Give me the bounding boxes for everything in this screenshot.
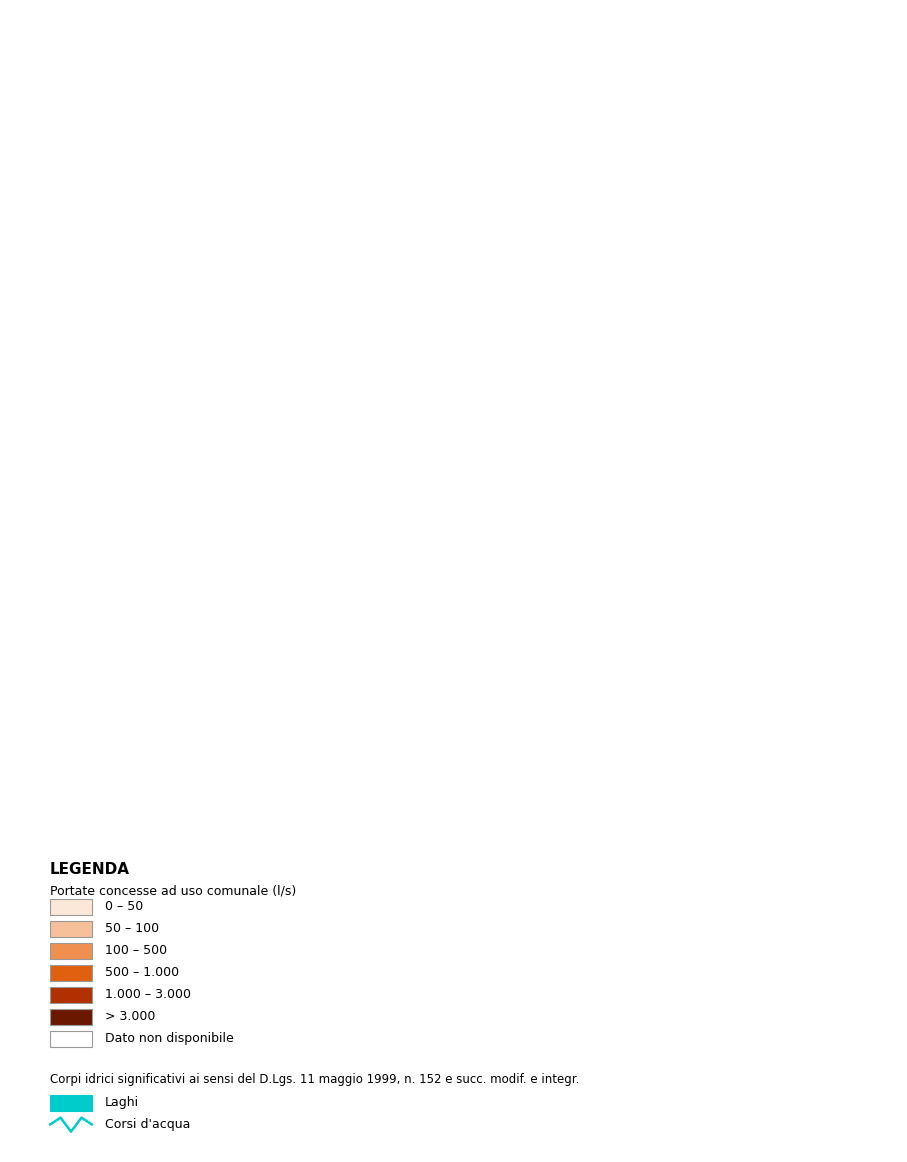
Bar — [50, 1009, 92, 1025]
Text: 50 – 100: 50 – 100 — [105, 923, 159, 935]
Text: 100 – 500: 100 – 500 — [105, 945, 167, 957]
Text: 0 – 50: 0 – 50 — [105, 901, 143, 913]
Text: 500 – 1.000: 500 – 1.000 — [105, 966, 179, 980]
Text: Corpi idrici significativi ai sensi del D.Lgs. 11 maggio 1999, n. 152 e succ. mo: Corpi idrici significativi ai sensi del … — [50, 1073, 580, 1085]
Text: 1.000 – 3.000: 1.000 – 3.000 — [105, 988, 191, 1002]
Text: Laghi: Laghi — [105, 1096, 139, 1110]
Text: Corsi d'acqua: Corsi d'acqua — [105, 1118, 190, 1131]
Text: Portate concesse ad uso comunale (l/s): Portate concesse ad uso comunale (l/s) — [50, 884, 297, 897]
Bar — [50, 987, 92, 1003]
Bar — [50, 964, 92, 981]
Text: Dato non disponibile: Dato non disponibile — [105, 1032, 234, 1045]
Bar — [50, 898, 92, 914]
Bar — [50, 1095, 92, 1111]
Bar — [50, 1031, 92, 1047]
Text: > 3.000: > 3.000 — [105, 1010, 155, 1023]
Bar — [50, 942, 92, 959]
Text: LEGENDA: LEGENDA — [50, 862, 130, 876]
Bar — [50, 920, 92, 937]
